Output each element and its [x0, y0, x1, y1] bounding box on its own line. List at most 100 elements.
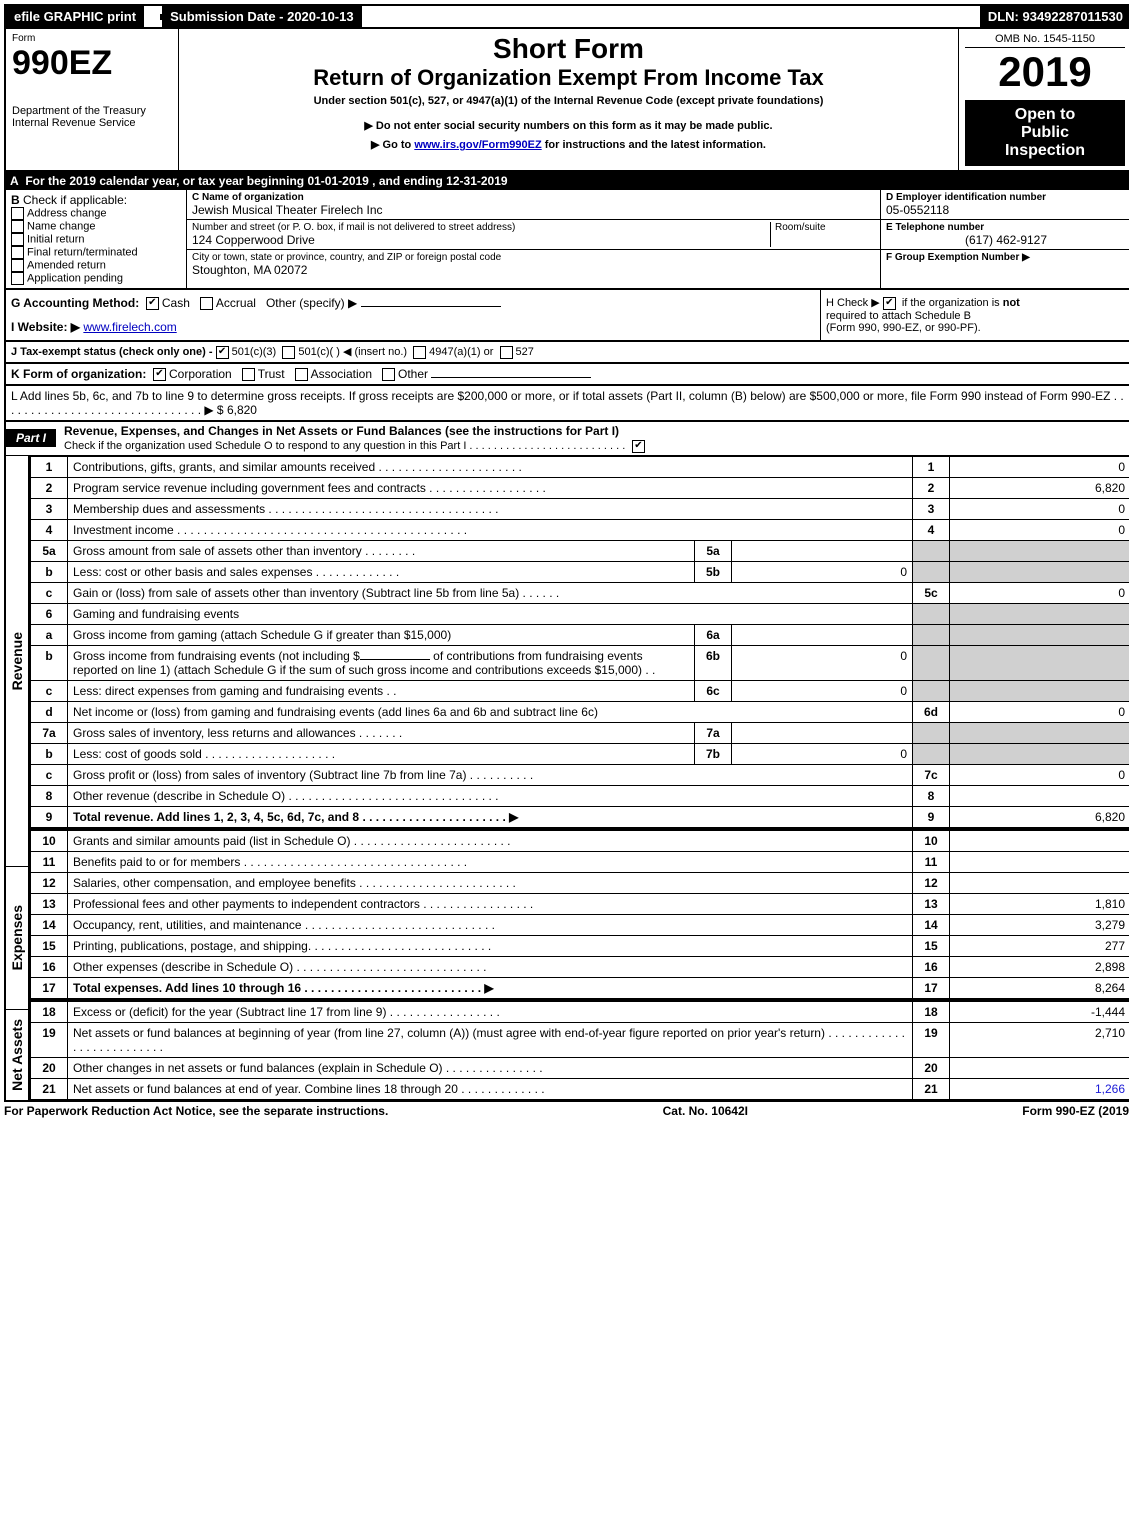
side-label-expenses: Expenses	[7, 901, 27, 974]
form-header: Form 990EZ Department of the Treasury In…	[4, 29, 1129, 172]
other-org-line[interactable]	[431, 377, 591, 378]
line-2-desc: Program service revenue including govern…	[68, 477, 913, 498]
line-6a-desc: Gross income from gaming (attach Schedul…	[68, 624, 695, 645]
side-label-netassets: Net Assets	[7, 1015, 27, 1095]
line-j: J Tax-exempt status (check only one) - 5…	[4, 342, 1129, 364]
footer-catno: Cat. No. 10642I	[663, 1104, 748, 1118]
line-6c-value: 0	[732, 680, 913, 701]
website-link[interactable]: www.firelech.com	[83, 320, 176, 334]
line-19-value: 2,710	[950, 1022, 1129, 1057]
chk-501c[interactable]	[282, 346, 295, 359]
chk-final-return[interactable]	[11, 246, 24, 259]
chk-schedule-o-used[interactable]	[632, 440, 645, 453]
line-6c-desc: Less: direct expenses from gaming and fu…	[68, 680, 695, 701]
line-5c-desc: Gain or (loss) from sale of assets other…	[68, 582, 913, 603]
line-20-value	[950, 1057, 1129, 1078]
label-phone: E Telephone number	[886, 222, 984, 233]
chk-accrual[interactable]	[200, 297, 213, 310]
part-i-tag: Part I	[6, 429, 56, 447]
other-specify-line[interactable]	[361, 306, 501, 307]
spacer	[144, 14, 162, 20]
chk-trust[interactable]	[242, 368, 255, 381]
line-5b-value: 0	[732, 561, 913, 582]
line-14-value: 3,279	[950, 914, 1129, 935]
line-6b-amount-blank[interactable]	[360, 659, 430, 660]
dept-line2: Internal Revenue Service	[12, 117, 172, 129]
chk-name-change[interactable]	[11, 220, 24, 233]
line-8-desc: Other revenue (describe in Schedule O) .…	[68, 785, 913, 806]
org-address: 124 Copperwood Drive	[192, 233, 770, 247]
irs-link[interactable]: www.irs.gov/Form990EZ	[414, 139, 541, 151]
box-def: D Employer identification number 05-0552…	[880, 190, 1129, 288]
footer-right: Form 990-EZ (2019)	[1022, 1104, 1129, 1118]
line-4-value: 0	[950, 519, 1129, 540]
line-l: L Add lines 5b, 6c, and 7b to line 9 to …	[4, 386, 1129, 422]
line-20-desc: Other changes in net assets or fund bala…	[68, 1057, 913, 1078]
open-inspection-box: Open to Public Inspection	[965, 100, 1125, 166]
line-9-desc: Total revenue. Add lines 1, 2, 3, 4, 5c,…	[68, 806, 913, 828]
line-8-value	[950, 785, 1129, 806]
line-5a-desc: Gross amount from sale of assets other t…	[68, 540, 695, 561]
line-3-desc: Membership dues and assessments . . . . …	[68, 498, 913, 519]
line-5a-value	[732, 540, 913, 561]
chk-address-change[interactable]	[11, 207, 24, 220]
line-19-desc: Net assets or fund balances at beginning…	[68, 1022, 913, 1057]
efile-label: efile GRAPHIC print	[6, 6, 144, 27]
line-16-desc: Other expenses (describe in Schedule O) …	[68, 956, 913, 977]
line-15-desc: Printing, publications, postage, and shi…	[68, 935, 913, 956]
label-ein: D Employer identification number	[886, 192, 1046, 203]
goto-line: ▶ Go to www.irs.gov/Form990EZ for instru…	[185, 138, 952, 151]
chk-501c3[interactable]	[216, 346, 229, 359]
line-13-value: 1,810	[950, 893, 1129, 914]
label-room: Room/suite	[775, 222, 875, 233]
under-section: Under section 501(c), 527, or 4947(a)(1)…	[185, 95, 952, 107]
line-k: K Form of organization: Corporation Trus…	[4, 364, 1129, 386]
label-c-name: C Name of organization	[192, 192, 304, 203]
line-11-desc: Benefits paid to or for members . . . . …	[68, 851, 913, 872]
omb-number: OMB No. 1545-1150	[965, 33, 1125, 48]
line-2-value: 6,820	[950, 477, 1129, 498]
chk-schedule-b-not-required[interactable]	[883, 297, 896, 310]
lines-container: Revenue Expenses Net Assets 1Contributio…	[4, 456, 1129, 1102]
label-accounting: G Accounting Method:	[11, 296, 139, 310]
title-main: Return of Organization Exempt From Incom…	[185, 65, 952, 91]
chk-527[interactable]	[500, 346, 513, 359]
entity-block: B Check if applicable: Address change Na…	[4, 190, 1129, 290]
submission-date: Submission Date - 2020-10-13	[162, 6, 362, 27]
chk-application-pending[interactable]	[11, 272, 24, 285]
box-b: B Check if applicable: Address change Na…	[6, 190, 187, 288]
line-6d-value: 0	[950, 701, 1129, 722]
line-17-desc: Total expenses. Add lines 10 through 16 …	[68, 977, 913, 999]
line-14-desc: Occupancy, rent, utilities, and maintena…	[68, 914, 913, 935]
line-18-value: -1,444	[950, 1001, 1129, 1022]
line-5b-desc: Less: cost or other basis and sales expe…	[68, 561, 695, 582]
line-15-value: 277	[950, 935, 1129, 956]
box-c: C Name of organization Jewish Musical Th…	[187, 190, 880, 288]
chk-corporation[interactable]	[153, 368, 166, 381]
footer-left: For Paperwork Reduction Act Notice, see …	[4, 1104, 388, 1118]
line-3-value: 0	[950, 498, 1129, 519]
part-i-strip: Part I Revenue, Expenses, and Changes in…	[4, 422, 1129, 455]
chk-initial-return[interactable]	[11, 233, 24, 246]
chk-amended-return[interactable]	[11, 259, 24, 272]
line-5c-value: 0	[950, 582, 1129, 603]
period-band-A: A For the 2019 calendar year, or tax yea…	[4, 172, 1129, 190]
form-word: Form	[12, 33, 172, 44]
line-9-value: 6,820	[950, 806, 1129, 828]
label-website: I Website: ▶	[11, 320, 80, 334]
line-7a-desc: Gross sales of inventory, less returns a…	[68, 722, 695, 743]
chk-cash[interactable]	[146, 297, 159, 310]
page-footer: For Paperwork Reduction Act Notice, see …	[4, 1102, 1129, 1118]
top-bar: efile GRAPHIC print Submission Date - 20…	[4, 4, 1129, 29]
line-13-desc: Professional fees and other payments to …	[68, 893, 913, 914]
line-1-value: 0	[950, 456, 1129, 477]
line-12-desc: Salaries, other compensation, and employ…	[68, 872, 913, 893]
chk-other-org[interactable]	[382, 368, 395, 381]
line-1-desc: Contributions, gifts, grants, and simila…	[68, 456, 913, 477]
line-21-desc: Net assets or fund balances at end of ye…	[68, 1078, 913, 1099]
chk-association[interactable]	[295, 368, 308, 381]
org-ein: 05-0552118	[886, 203, 1126, 217]
ssn-warning: ▶ Do not enter social security numbers o…	[185, 119, 952, 132]
chk-4947a1[interactable]	[413, 346, 426, 359]
line-4-desc: Investment income . . . . . . . . . . . …	[68, 519, 913, 540]
